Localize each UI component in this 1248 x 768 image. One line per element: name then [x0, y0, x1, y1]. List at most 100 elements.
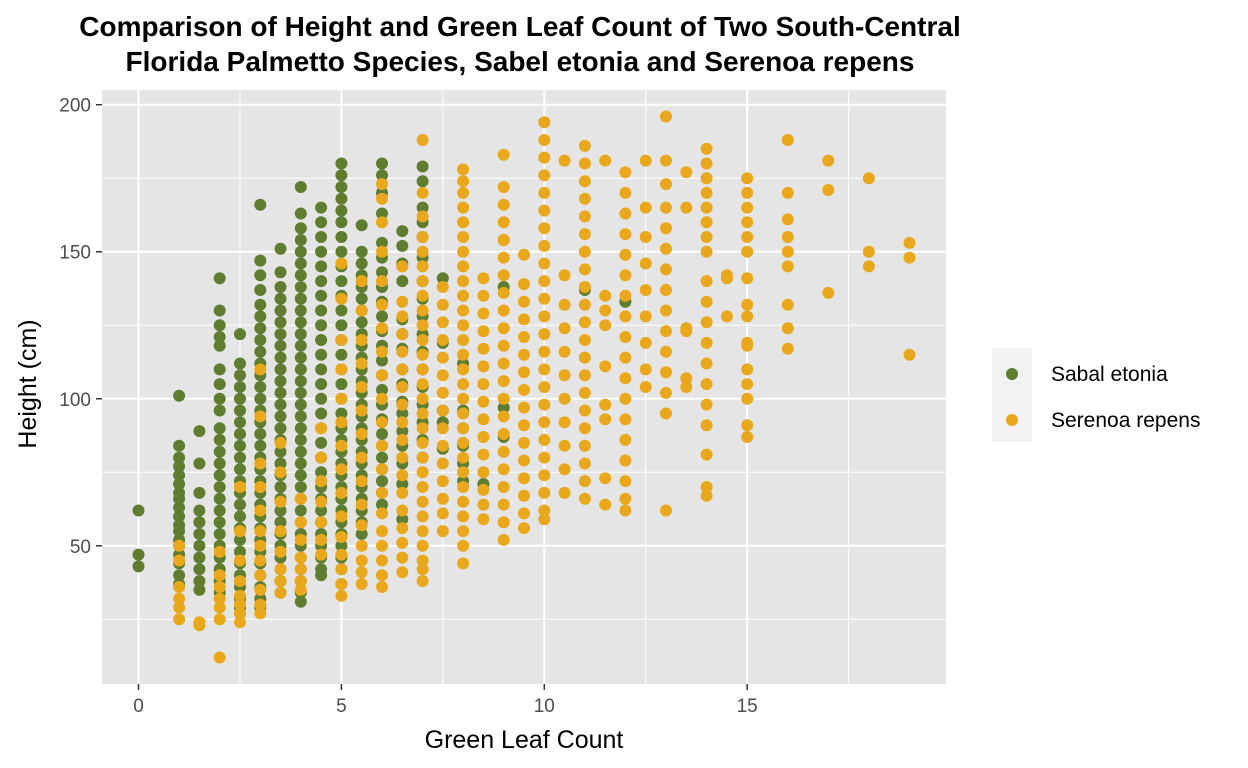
data-point — [234, 533, 246, 546]
data-point — [497, 516, 510, 529]
data-point — [578, 386, 591, 399]
data-point — [294, 281, 307, 293]
data-point — [213, 592, 226, 605]
data-point — [436, 404, 449, 417]
data-point — [558, 416, 571, 429]
data-point — [436, 492, 449, 505]
data-point — [741, 378, 754, 391]
data-point — [680, 166, 693, 179]
data-point — [497, 375, 510, 388]
data-point — [822, 286, 835, 299]
data-point — [538, 513, 551, 526]
data-point — [376, 236, 388, 249]
data-point — [396, 522, 409, 535]
data-point — [558, 486, 571, 499]
data-point — [436, 475, 449, 488]
data-point — [315, 260, 328, 273]
data-point — [558, 345, 571, 358]
data-point — [213, 304, 226, 317]
data-point — [558, 269, 571, 282]
data-point — [619, 186, 632, 199]
data-point — [396, 345, 409, 358]
data-point — [355, 539, 368, 552]
data-point — [741, 245, 754, 258]
data-point — [335, 548, 348, 561]
data-point — [254, 392, 267, 405]
data-point — [294, 445, 307, 458]
axes: 0 5 10 15 50 100 150 200 — [59, 96, 757, 717]
data-point — [335, 231, 348, 243]
data-point — [558, 154, 571, 167]
data-point — [660, 386, 672, 399]
data-point — [619, 504, 632, 517]
data-point — [781, 260, 794, 273]
data-point — [173, 501, 186, 514]
data-point — [173, 389, 186, 402]
data-point — [578, 245, 591, 258]
data-point — [355, 566, 368, 579]
data-point — [639, 154, 652, 167]
data-point — [680, 201, 693, 214]
data-point — [274, 516, 287, 529]
data-point — [477, 431, 490, 443]
data-point — [416, 407, 429, 420]
data-point — [234, 439, 246, 452]
data-point — [436, 298, 449, 311]
data-point — [376, 322, 388, 335]
data-point — [619, 392, 632, 405]
data-point — [578, 139, 591, 152]
data-point — [457, 289, 470, 302]
data-point — [396, 425, 409, 438]
data-point — [315, 201, 328, 214]
data-point — [457, 525, 470, 538]
data-point — [315, 216, 328, 229]
data-point — [599, 413, 612, 426]
data-point — [416, 422, 429, 435]
data-point — [294, 386, 307, 399]
data-point — [234, 525, 246, 538]
data-point — [578, 263, 591, 276]
data-point — [700, 245, 713, 258]
data-point — [294, 207, 307, 220]
data-point — [376, 192, 388, 205]
data-point — [396, 295, 409, 308]
data-point — [639, 257, 652, 270]
data-point — [497, 498, 510, 511]
data-point — [376, 525, 388, 538]
data-point — [619, 166, 632, 179]
data-point — [477, 483, 490, 496]
data-point — [274, 242, 287, 255]
data-point — [497, 269, 510, 282]
data-point — [315, 475, 328, 488]
data-point — [741, 431, 754, 443]
data-point — [315, 436, 328, 449]
data-point — [335, 334, 348, 346]
x-tick-label: 0 — [133, 696, 144, 717]
data-point — [558, 298, 571, 311]
data-point — [193, 486, 206, 499]
data-point — [193, 619, 206, 632]
data-point — [234, 357, 246, 370]
data-point — [619, 248, 632, 261]
data-point — [660, 366, 672, 379]
data-point — [578, 351, 591, 364]
data-point — [518, 522, 530, 535]
data-point — [213, 445, 226, 458]
data-point — [619, 269, 632, 282]
data-point — [700, 231, 713, 243]
data-point — [274, 266, 287, 279]
data-point — [457, 407, 470, 420]
data-point — [274, 304, 287, 317]
data-point — [436, 334, 449, 346]
data-point — [213, 581, 226, 593]
data-point — [741, 201, 754, 214]
data-point — [396, 536, 409, 549]
data-point — [578, 316, 591, 329]
data-point — [213, 404, 226, 417]
data-point — [538, 398, 551, 411]
data-point — [355, 381, 368, 393]
data-point — [416, 319, 429, 332]
data-point — [355, 334, 368, 346]
data-point — [396, 486, 409, 499]
